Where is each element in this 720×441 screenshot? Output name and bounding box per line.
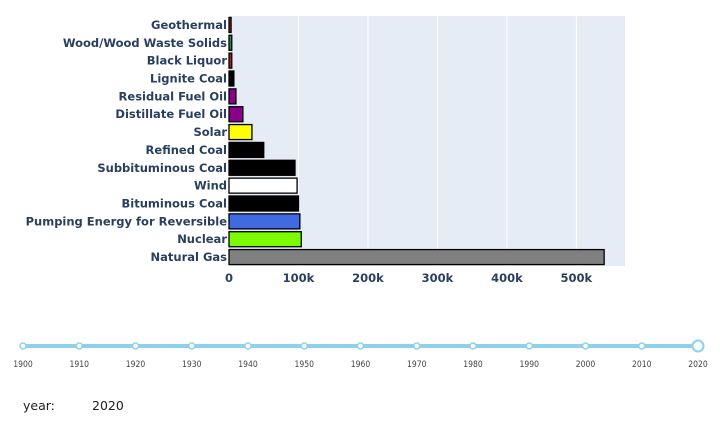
category-label: Refined Coal (146, 143, 227, 157)
slider-step[interactable] (469, 342, 477, 350)
category-label: Solar (193, 125, 227, 139)
category-label: Residual Fuel Oil (119, 89, 227, 103)
slider-step-label: 1940 (238, 360, 258, 370)
slider-step-label: 1930 (182, 360, 202, 370)
bar (228, 159, 296, 176)
bar (228, 123, 253, 141)
slider-step-label: 1980 (463, 360, 483, 370)
bar (228, 195, 300, 212)
x-tick-label: 200k (352, 271, 384, 285)
bar (228, 231, 302, 248)
slider-step[interactable] (19, 342, 27, 350)
category-label: Subbituminous Coal (97, 161, 227, 175)
slider-current-label: year: (23, 398, 55, 413)
bar (228, 213, 301, 230)
bar (228, 70, 235, 87)
slider-step-label: 1900 (13, 360, 33, 370)
x-tick-label: 300k (422, 271, 454, 285)
category-label: Wood/Wood Waste Solids (63, 36, 227, 50)
bar (228, 52, 233, 69)
bar (228, 106, 244, 123)
x-tick-label: 0 (225, 271, 233, 285)
category-label: Black Liquor (147, 54, 228, 68)
slider-step-label: 2020 (688, 360, 708, 370)
bar (228, 16, 232, 34)
bar (228, 141, 265, 159)
slider-step[interactable] (75, 342, 83, 350)
year-slider[interactable]: 1900 1910 1920 1930 1940 1950 1960 1970 1980 1990… (13, 339, 708, 371)
slider-step[interactable] (638, 342, 646, 350)
slider-step[interactable] (300, 342, 308, 350)
bar (228, 248, 605, 266)
x-tick-label: 100k (283, 271, 315, 285)
slider-step-label: 2010 (632, 360, 652, 370)
category-label: Distillate Fuel Oil (115, 107, 227, 121)
slider-step-label: 1910 (70, 360, 90, 370)
slider-step-label: 1970 (407, 360, 427, 370)
bar (228, 177, 298, 194)
slider-step[interactable] (356, 342, 365, 350)
slider-step-label: 1950 (295, 360, 315, 370)
slider-handle[interactable] (691, 339, 705, 353)
category-label: Wind (194, 179, 227, 193)
category-label: Bituminous Coal (122, 197, 227, 211)
category-label: Nuclear (177, 232, 227, 246)
bars (228, 16, 605, 266)
x-tick-label: 400k (491, 271, 523, 285)
slider-current-value: 2020 (92, 398, 124, 413)
bar (228, 88, 237, 105)
category-label: Geothermal (151, 18, 227, 32)
category-label: Natural Gas (151, 250, 228, 264)
slider-step[interactable] (188, 342, 196, 350)
bar (228, 34, 233, 51)
slider-step-label: 1960 (351, 360, 371, 370)
slider-step[interactable] (525, 342, 533, 350)
slider-step[interactable] (131, 342, 140, 350)
slider-step[interactable] (413, 342, 421, 350)
slider-step[interactable] (244, 342, 252, 350)
slider-step-label: 2000 (576, 360, 596, 370)
category-labels: Natural Gas Nuclear Pumping Energy for Rev… (26, 18, 228, 264)
x-tick-label: 500k (561, 271, 593, 285)
slider-step-label: 1990 (520, 360, 540, 370)
slider-step-label: 1920 (126, 360, 146, 370)
category-label: Pumping Energy for Reversible (26, 214, 228, 228)
category-label: Lignite Coal (150, 72, 227, 86)
x-axis-ticks: 0 100k 200k 300k 400k 500k (225, 271, 593, 285)
slider-step[interactable] (581, 342, 590, 350)
